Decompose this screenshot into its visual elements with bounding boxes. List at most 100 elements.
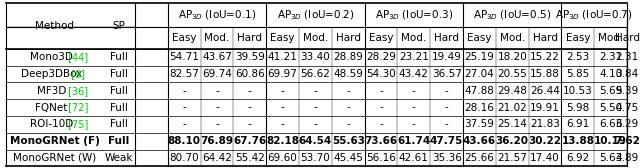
Text: Full: Full bbox=[110, 69, 128, 79]
Text: 60.86: 60.86 bbox=[235, 69, 265, 79]
Text: 54.30: 54.30 bbox=[366, 69, 396, 79]
Text: 6.63: 6.63 bbox=[599, 119, 622, 129]
Text: [44]: [44] bbox=[65, 52, 88, 62]
Text: -: - bbox=[215, 119, 219, 129]
Text: MonoGRNet (W): MonoGRNet (W) bbox=[13, 153, 96, 163]
Text: AP$_{3D}$ (IoU=0.5): AP$_{3D}$ (IoU=0.5) bbox=[473, 8, 552, 22]
Text: Full: Full bbox=[110, 119, 128, 129]
Text: -: - bbox=[346, 86, 350, 96]
Text: Full: Full bbox=[110, 52, 128, 62]
Text: 45.45: 45.45 bbox=[333, 153, 363, 163]
Text: 43.67: 43.67 bbox=[202, 52, 232, 62]
Text: 5.63: 5.63 bbox=[599, 153, 622, 163]
Text: 55.42: 55.42 bbox=[235, 153, 265, 163]
Text: -: - bbox=[281, 86, 284, 96]
Text: Easy: Easy bbox=[369, 33, 393, 43]
Text: [72]: [72] bbox=[65, 102, 88, 113]
Text: Mod.: Mod. bbox=[303, 33, 328, 43]
Text: -: - bbox=[346, 119, 350, 129]
Text: 21.57: 21.57 bbox=[497, 153, 527, 163]
Text: [9]: [9] bbox=[68, 69, 85, 79]
Text: 36.57: 36.57 bbox=[432, 69, 461, 79]
Text: 39.59: 39.59 bbox=[235, 52, 265, 62]
Text: -: - bbox=[215, 86, 219, 96]
Text: -: - bbox=[445, 86, 449, 96]
Text: Hard: Hard bbox=[532, 33, 557, 43]
Text: 37.59: 37.59 bbox=[465, 119, 494, 129]
Text: FQNet: FQNet bbox=[35, 102, 68, 113]
Text: 64.54: 64.54 bbox=[299, 136, 332, 146]
Text: SP: SP bbox=[113, 21, 125, 31]
Text: 6.91: 6.91 bbox=[566, 119, 589, 129]
Text: 2.31: 2.31 bbox=[616, 52, 639, 62]
Text: 6.92: 6.92 bbox=[566, 153, 589, 163]
Text: -: - bbox=[248, 102, 252, 113]
Text: 82.18: 82.18 bbox=[266, 136, 299, 146]
Text: 5.39: 5.39 bbox=[616, 86, 639, 96]
Text: 55.63: 55.63 bbox=[332, 136, 365, 146]
Text: Hard: Hard bbox=[434, 33, 459, 43]
Text: 5.50: 5.50 bbox=[599, 102, 622, 113]
Text: 21.83: 21.83 bbox=[530, 119, 560, 129]
Text: Hard: Hard bbox=[614, 33, 639, 43]
Text: 20.55: 20.55 bbox=[497, 69, 527, 79]
Text: MF3D: MF3D bbox=[37, 86, 66, 96]
Text: 25.19: 25.19 bbox=[465, 52, 494, 62]
Text: 82.57: 82.57 bbox=[169, 69, 199, 79]
Text: -: - bbox=[281, 119, 284, 129]
Text: 88.10: 88.10 bbox=[168, 136, 201, 146]
Text: 80.70: 80.70 bbox=[170, 153, 199, 163]
Text: 5.69: 5.69 bbox=[599, 86, 622, 96]
Text: 64.42: 64.42 bbox=[202, 153, 232, 163]
Text: AP$_{3D}$ (IoU=0.1): AP$_{3D}$ (IoU=0.1) bbox=[178, 8, 256, 22]
Text: 73.66: 73.66 bbox=[364, 136, 397, 146]
Text: -: - bbox=[314, 86, 317, 96]
Text: Hard: Hard bbox=[336, 33, 361, 43]
Text: -: - bbox=[281, 102, 284, 113]
Text: 2.31: 2.31 bbox=[599, 52, 622, 62]
Text: 67.76: 67.76 bbox=[233, 136, 266, 146]
Text: 47.88: 47.88 bbox=[465, 86, 494, 96]
Text: -: - bbox=[314, 119, 317, 129]
Text: -: - bbox=[445, 119, 449, 129]
Text: 21.02: 21.02 bbox=[497, 102, 527, 113]
Text: -: - bbox=[412, 102, 416, 113]
Text: 19.91: 19.91 bbox=[530, 102, 560, 113]
Text: AP$_{3D}$ (IoU=0.7): AP$_{3D}$ (IoU=0.7) bbox=[556, 8, 633, 22]
Text: 4.89: 4.89 bbox=[616, 153, 639, 163]
Text: 25.14: 25.14 bbox=[497, 119, 527, 129]
Text: AP$_{3D}$ (IoU=0.3): AP$_{3D}$ (IoU=0.3) bbox=[374, 8, 453, 22]
Text: 5.98: 5.98 bbox=[566, 102, 589, 113]
Text: [36]: [36] bbox=[65, 86, 88, 96]
Text: 13.88: 13.88 bbox=[561, 136, 595, 146]
Text: 29.48: 29.48 bbox=[497, 86, 527, 96]
Text: -: - bbox=[314, 102, 317, 113]
Text: AP$_{3D}$ (IoU=0.2): AP$_{3D}$ (IoU=0.2) bbox=[276, 8, 354, 22]
Text: 4.75: 4.75 bbox=[616, 102, 639, 113]
Text: 10.53: 10.53 bbox=[563, 86, 593, 96]
Text: -: - bbox=[248, 86, 252, 96]
Text: 43.42: 43.42 bbox=[399, 69, 429, 79]
Text: -: - bbox=[215, 102, 219, 113]
Text: 54.71: 54.71 bbox=[169, 52, 199, 62]
Text: 35.36: 35.36 bbox=[432, 153, 461, 163]
Text: 2.53: 2.53 bbox=[566, 52, 589, 62]
Text: 18.20: 18.20 bbox=[497, 52, 527, 62]
Text: 17.40: 17.40 bbox=[530, 153, 560, 163]
Text: 61.74: 61.74 bbox=[397, 136, 431, 146]
Text: Easy: Easy bbox=[467, 33, 492, 43]
Text: Deep3DBox: Deep3DBox bbox=[21, 69, 82, 79]
Text: 28.16: 28.16 bbox=[465, 102, 494, 113]
Text: Weak: Weak bbox=[104, 153, 133, 163]
Text: 25.66: 25.66 bbox=[465, 153, 494, 163]
Text: Easy: Easy bbox=[566, 33, 590, 43]
Text: 41.21: 41.21 bbox=[268, 52, 298, 62]
Text: 42.61: 42.61 bbox=[399, 153, 429, 163]
Text: 53.70: 53.70 bbox=[301, 153, 330, 163]
Text: 3.84: 3.84 bbox=[616, 69, 639, 79]
Text: Hard: Hard bbox=[237, 33, 262, 43]
Text: 69.97: 69.97 bbox=[268, 69, 298, 79]
Text: 28.29: 28.29 bbox=[366, 52, 396, 62]
Text: 69.74: 69.74 bbox=[202, 69, 232, 79]
Text: Full: Full bbox=[108, 136, 129, 146]
